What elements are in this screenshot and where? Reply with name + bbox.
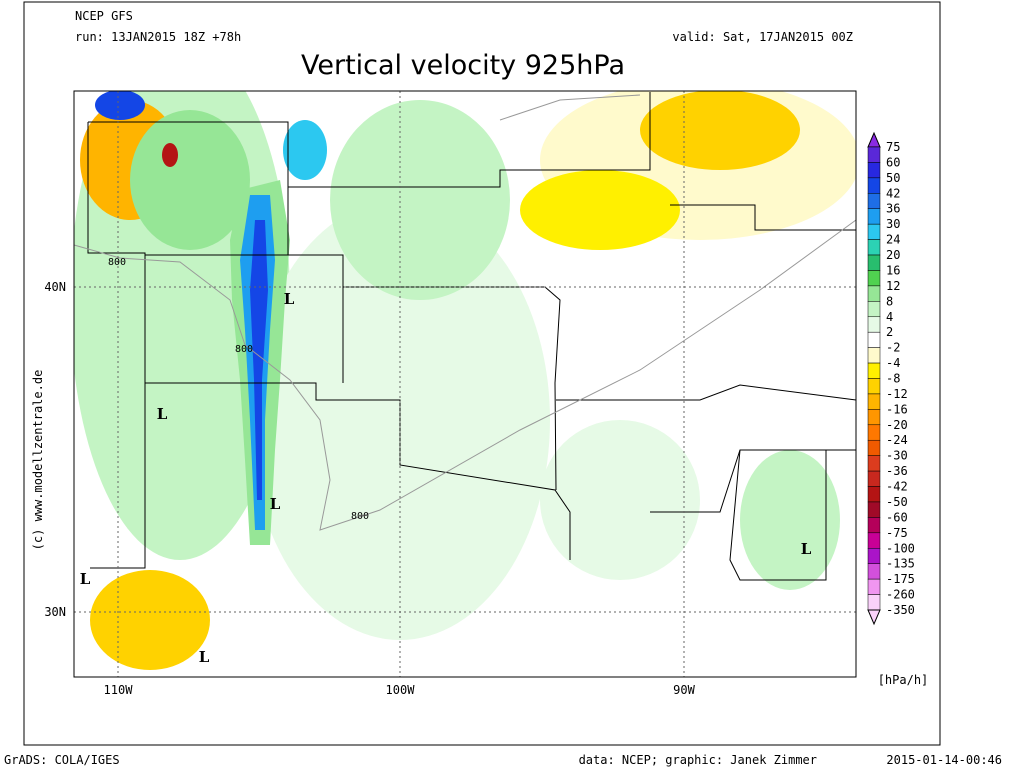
legend-label: -260 (886, 588, 915, 602)
low-marker: L (157, 405, 168, 423)
legend-label: 20 (886, 248, 900, 262)
legend-label: -100 (886, 541, 915, 555)
legend-swatch (867, 193, 881, 209)
legend-label: 60 (886, 155, 900, 169)
legend-swatch (867, 439, 881, 456)
footer-left: GrADS: COLA/IGES (4, 753, 120, 767)
legend-swatch (867, 331, 881, 348)
credit: (c) www.modellzentrale.de (31, 370, 45, 551)
legend-swatch (867, 208, 881, 225)
map-border (73, 90, 857, 678)
legend-label: -12 (886, 387, 908, 401)
legend-swatch (867, 347, 881, 364)
footer-right: 2015-01-14-00:46 (886, 753, 1002, 767)
legend-arrow (867, 131, 881, 148)
contour-label: 800 (235, 344, 253, 355)
legend-swatch (867, 594, 881, 611)
legend-label: -350 (886, 603, 915, 617)
title: Vertical velocity 925hPa (301, 50, 625, 81)
legend-swatch (867, 501, 881, 518)
legend-label: 2 (886, 325, 893, 339)
legend-swatch (867, 393, 881, 410)
low-marker: L (284, 290, 295, 308)
legend-swatch (867, 177, 881, 194)
legend-arrow (867, 609, 881, 626)
legend-label: -20 (886, 418, 908, 432)
graticule (74, 91, 856, 677)
lat-label: 30N (44, 605, 66, 619)
legend-label: -16 (886, 402, 908, 416)
legend-swatch (867, 285, 881, 302)
legend-label: -50 (886, 495, 908, 509)
legend-swatch (867, 254, 881, 271)
legend-swatch (867, 378, 881, 395)
legend-swatch (867, 424, 881, 441)
legend-label: 50 (886, 171, 900, 185)
contours (73, 94, 857, 531)
legend-label: 4 (886, 310, 893, 324)
legend-swatch (867, 548, 881, 564)
legend-swatch (867, 301, 881, 318)
legend-swatch (867, 517, 881, 534)
legend-swatch (867, 239, 881, 256)
legend-label: -36 (886, 464, 908, 478)
legend-swatch (867, 563, 881, 580)
legend-label: 36 (886, 202, 900, 216)
boundaries (87, 92, 857, 581)
legend-swatch (867, 162, 881, 179)
legend-label: -2 (886, 341, 900, 355)
legend-swatch (867, 470, 881, 487)
run: run: 13JAN2015 18Z +78h (75, 30, 241, 44)
legend-label: -24 (886, 433, 908, 447)
lon-label: 110W (104, 683, 134, 697)
legend-label: 42 (886, 186, 900, 200)
footer-center: data: NCEP; graphic: Janek Zimmer (579, 753, 817, 767)
low-marker: L (80, 570, 91, 588)
legend-swatch (867, 223, 881, 240)
legend-label: -175 (886, 572, 915, 586)
legend-swatch (867, 486, 881, 503)
legend-swatch (867, 316, 881, 333)
low-marker: L (199, 648, 210, 666)
map (73, 90, 857, 678)
lon-label: 90W (673, 683, 695, 697)
shading (74, 91, 856, 677)
legend: 75605042363024201612842-2-4-8-12-16-20-2… (867, 131, 915, 626)
legend-label: -4 (886, 356, 900, 370)
legend-label: 8 (886, 294, 893, 308)
legend-swatch (867, 532, 881, 549)
legend-label: 16 (886, 263, 900, 277)
legend-swatch (867, 455, 881, 472)
valid: valid: Sat, 17JAN2015 00Z (672, 30, 853, 44)
legend-label: -60 (886, 510, 908, 524)
low-marker: L (270, 495, 281, 513)
frame (23, 1, 941, 746)
contour-label: 800 (351, 511, 369, 522)
low-marker: L (801, 540, 812, 558)
lat-label: 40N (44, 280, 66, 294)
model: NCEP GFS (75, 9, 133, 23)
legend-label: -75 (886, 526, 908, 540)
lon-label: 100W (386, 683, 416, 697)
legend-swatch (867, 578, 881, 595)
contour-label: 800 (108, 257, 126, 268)
legend-swatch (867, 409, 881, 426)
legend-label: 12 (886, 279, 900, 293)
legend-label: -30 (886, 449, 908, 463)
legend-label: -135 (886, 557, 915, 571)
legend-label: 30 (886, 217, 900, 231)
legend-swatch (867, 146, 881, 163)
legend-label: -42 (886, 480, 908, 494)
legend-label: -8 (886, 372, 900, 386)
legend-label: 75 (886, 140, 900, 154)
legend-swatch (867, 270, 881, 287)
legend-unit: [hPa/h] (878, 673, 929, 687)
legend-label: 24 (886, 233, 900, 247)
legend-swatch (867, 362, 881, 379)
